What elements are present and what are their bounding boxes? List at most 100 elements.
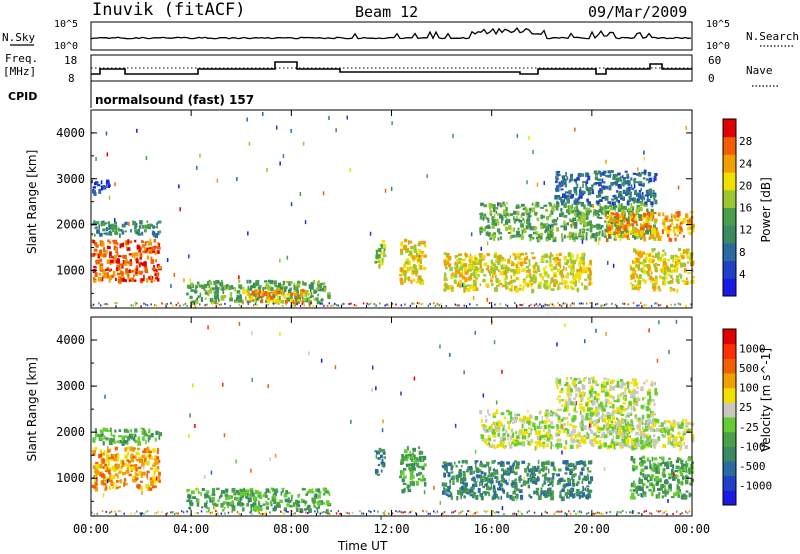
cell xyxy=(539,426,543,430)
cell xyxy=(126,436,131,441)
cell xyxy=(110,431,113,437)
region-1 xyxy=(91,220,162,239)
cell xyxy=(671,214,673,219)
cell xyxy=(574,280,577,283)
cell xyxy=(642,177,646,180)
cell xyxy=(594,176,598,181)
cell xyxy=(631,217,634,222)
cell xyxy=(637,230,641,234)
cell xyxy=(543,481,547,484)
cell xyxy=(647,270,650,273)
cell xyxy=(500,461,503,466)
cell xyxy=(557,420,561,423)
cell xyxy=(489,203,493,206)
cell xyxy=(484,483,487,487)
cell xyxy=(617,206,621,211)
cell xyxy=(677,218,681,221)
cell xyxy=(641,414,645,420)
cell xyxy=(279,258,281,263)
cell xyxy=(304,298,309,303)
cell xyxy=(516,269,520,275)
cell xyxy=(589,439,593,445)
cell xyxy=(191,490,195,495)
cell xyxy=(211,496,215,501)
cell xyxy=(626,381,630,385)
cell xyxy=(615,196,618,201)
cell xyxy=(581,480,584,484)
cell xyxy=(142,250,146,253)
cell xyxy=(423,244,427,248)
cell xyxy=(574,404,577,407)
cell xyxy=(258,500,260,505)
cell xyxy=(403,458,407,461)
cell xyxy=(595,210,599,213)
cell xyxy=(621,435,625,439)
cell xyxy=(413,265,417,268)
cell xyxy=(597,241,600,245)
cell xyxy=(603,442,607,448)
cell xyxy=(518,430,521,436)
cell xyxy=(537,238,541,242)
cell xyxy=(143,247,147,251)
cell xyxy=(492,434,497,438)
cell xyxy=(95,473,97,477)
cell xyxy=(530,303,532,306)
colorbar-swatch xyxy=(723,136,736,155)
cell xyxy=(676,275,680,279)
cell xyxy=(103,449,106,452)
cell xyxy=(567,392,570,398)
cell xyxy=(242,286,245,289)
cell xyxy=(494,287,498,292)
cell xyxy=(448,494,452,497)
cell xyxy=(95,244,99,248)
cell xyxy=(527,480,530,484)
cell xyxy=(462,471,466,475)
cell xyxy=(668,238,673,242)
cell xyxy=(530,428,533,432)
cell xyxy=(555,176,557,179)
cell xyxy=(259,504,263,508)
cell xyxy=(638,173,642,177)
cell xyxy=(516,465,520,470)
cell xyxy=(647,267,650,272)
cell xyxy=(643,169,647,174)
cell xyxy=(405,270,409,274)
cell xyxy=(170,302,172,305)
cell xyxy=(194,290,198,294)
cell xyxy=(509,435,512,441)
cell xyxy=(543,419,546,424)
noise-left-tick-bottom: 10^0 xyxy=(54,41,78,52)
cell xyxy=(515,288,519,293)
cell xyxy=(128,253,133,256)
cell xyxy=(279,295,281,300)
cell xyxy=(633,398,638,403)
cell xyxy=(589,235,592,240)
cell xyxy=(572,265,575,271)
cell xyxy=(113,469,117,473)
cell xyxy=(576,287,580,293)
cell xyxy=(559,282,563,285)
cell xyxy=(600,172,605,176)
cell xyxy=(563,220,566,226)
cell xyxy=(117,259,120,264)
cell xyxy=(102,474,106,479)
cell xyxy=(501,257,504,260)
cell xyxy=(484,464,487,468)
cell xyxy=(545,409,549,412)
cell xyxy=(679,303,682,306)
cell xyxy=(235,489,239,493)
cell xyxy=(544,230,546,234)
cell xyxy=(125,245,128,250)
cell xyxy=(91,304,93,307)
cell xyxy=(624,170,628,173)
cell xyxy=(674,232,677,236)
cell xyxy=(158,479,161,483)
cell xyxy=(226,501,230,507)
cell xyxy=(530,274,532,279)
cell xyxy=(276,287,280,291)
cell xyxy=(557,480,561,485)
cell xyxy=(673,440,675,443)
cell xyxy=(611,441,616,447)
cell xyxy=(669,269,674,273)
cell xyxy=(587,175,591,181)
